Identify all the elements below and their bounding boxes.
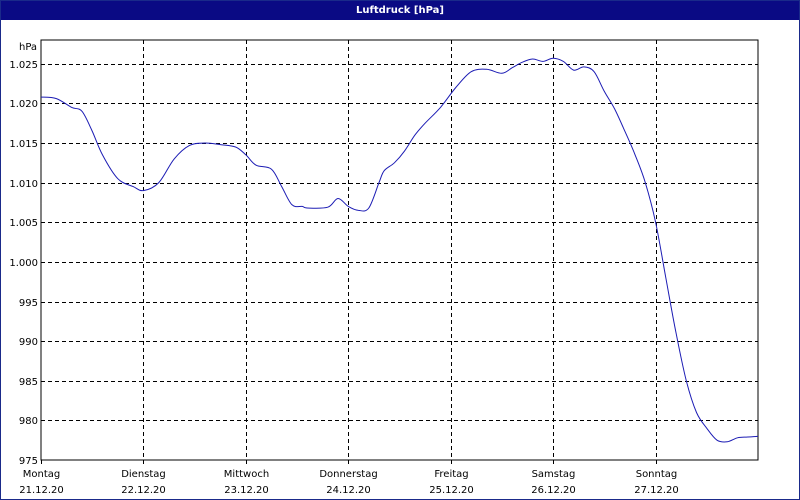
x-tick-date-label: 26.12.20: [531, 485, 576, 496]
x-tick-day-label: Donnerstag: [319, 469, 377, 480]
y-tick-label: 995: [19, 298, 38, 309]
y-tick-label: 975: [19, 456, 38, 467]
pressure-series-line: [40, 57, 759, 443]
y-tick-label: 1.010: [9, 179, 38, 190]
y-tick-label: 985: [19, 377, 38, 388]
x-tick-date-label: 27.12.20: [634, 485, 679, 496]
x-tick-date-label: 22.12.20: [121, 485, 166, 496]
grid-lines: [41, 40, 758, 464]
y-axis-tick-labels: 975 980 985 990 995 1.000 1.005 1.010 1.015 1.020…: [9, 60, 38, 467]
x-tick-day-label: Mittwoch: [224, 469, 269, 480]
plot-frame: [40, 39, 759, 461]
x-tick-day-label: Sonntag: [636, 469, 678, 480]
y-tick-label: 1.015: [9, 139, 38, 150]
x-tick-day-label: Dienstag: [121, 469, 166, 480]
x-tick-date-label: 24.12.20: [326, 485, 371, 496]
chart-title: Luftdruck [hPa]: [1, 1, 799, 20]
y-tick-label: 1.020: [9, 99, 38, 110]
y-axis-unit-label: hPa: [19, 42, 37, 53]
x-tick-date-label: 23.12.20: [224, 485, 269, 496]
x-axis-tick-labels: Montag 21.12.20 Dienstag 22.12.20 Mittwoch 23…: [19, 469, 679, 496]
x-tick-date-label: 21.12.20: [19, 485, 64, 496]
y-tick-label: 1.000: [9, 258, 38, 269]
x-tick-day-label: Montag: [23, 469, 60, 480]
x-tick-day-label: Samstag: [532, 469, 576, 480]
y-tick-label: 1.005: [9, 218, 38, 229]
y-tick-label: 990: [19, 337, 38, 348]
x-tick-date-label: 25.12.20: [429, 485, 474, 496]
y-tick-label: 1.025: [9, 60, 38, 71]
x-tick-day-label: Freitag: [434, 469, 468, 480]
y-tick-label: 980: [19, 416, 38, 427]
